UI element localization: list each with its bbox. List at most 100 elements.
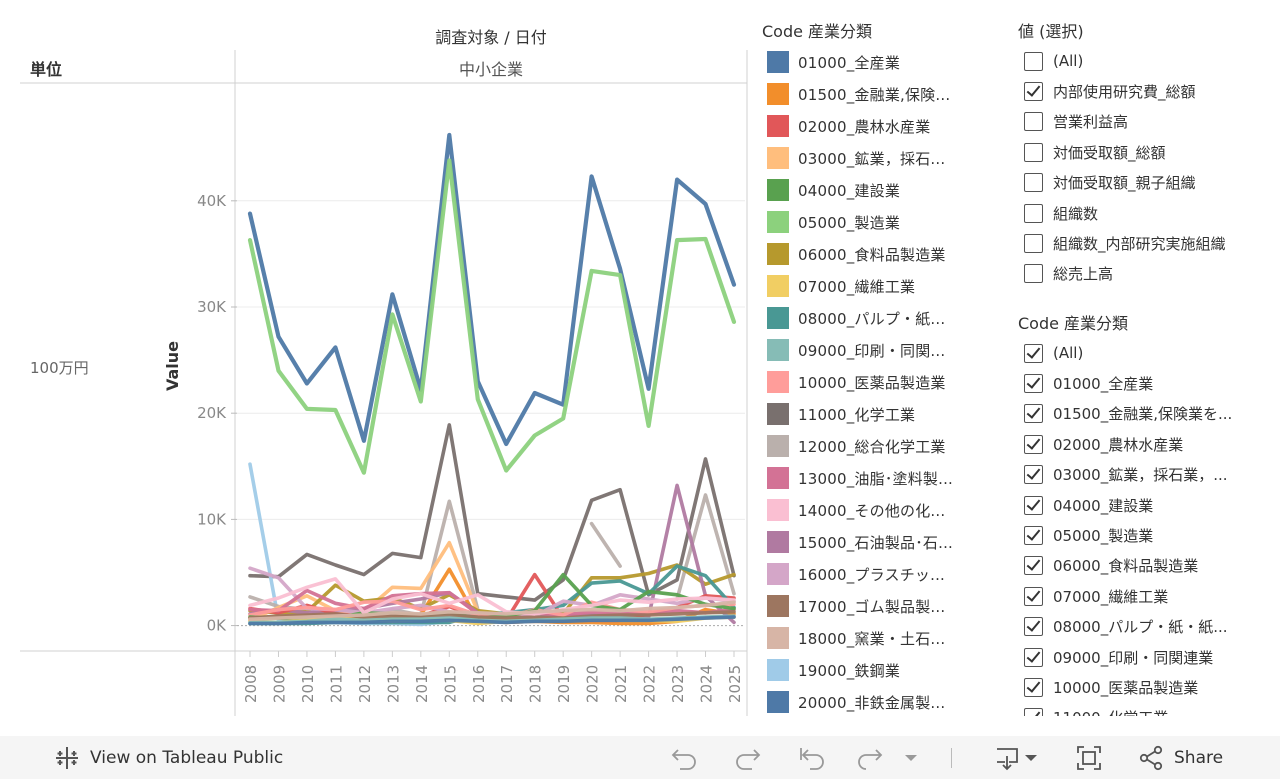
filter-option[interactable]: 11000_化学工業 [1018, 703, 1268, 716]
download-button[interactable] [994, 736, 1038, 779]
checkbox[interactable] [1024, 234, 1043, 254]
legend-item[interactable]: 08000_パルプ・紙... [762, 302, 1002, 334]
checkbox[interactable] [1024, 343, 1043, 363]
filter-option[interactable]: 営業利益高 [1018, 107, 1268, 137]
y-tick-label: 40K [197, 192, 227, 210]
checkbox[interactable] [1024, 142, 1043, 162]
filter-option[interactable]: 総売上高 [1018, 259, 1268, 289]
series-line[interactable] [675, 493, 736, 601]
legend-item[interactable]: 15000_石油製品･石... [762, 526, 1002, 558]
filter-option[interactable]: (All) [1018, 338, 1268, 368]
checkbox[interactable] [1024, 556, 1043, 576]
filter-option[interactable]: 08000_パルプ・紙・紙... [1018, 612, 1268, 642]
legend-label: 16000_プラスチッ... [798, 565, 946, 584]
filter-option[interactable]: 07000_繊維工業 [1018, 581, 1268, 611]
color-legend: Code 産業分類 01000_全産業 01500_金融業,保険... 02000_… [762, 18, 1002, 718]
legend-item[interactable]: 09000_印刷・同関... [762, 334, 1002, 366]
legend-item[interactable]: 20000_非鉄金属製... [762, 686, 1002, 718]
checkbox[interactable] [1024, 647, 1043, 667]
x-tick-label: 2009 [270, 665, 288, 703]
filter-option[interactable]: 10000_医薬品製造業 [1018, 672, 1268, 702]
checkbox[interactable] [1024, 708, 1043, 716]
checkbox[interactable] [1024, 465, 1043, 485]
series-line[interactable] [248, 423, 736, 602]
filter-option[interactable]: 対価受取額_親子組織 [1018, 168, 1268, 198]
series-line[interactable] [248, 600, 736, 621]
undo-button[interactable] [670, 736, 698, 779]
x-tick-label: 2016 [470, 665, 488, 703]
filter-option[interactable]: 02000_農林水産業 [1018, 429, 1268, 459]
legend-item[interactable]: 17000_ゴム製品製... [762, 590, 1002, 622]
series-line[interactable] [247, 132, 737, 447]
series-line[interactable] [248, 610, 736, 620]
code-filter: Code 産業分類 (All) 01000_全産業 01500_金融業,保険業を..… [1018, 310, 1268, 716]
filter-option-label: 02000_農林水産業 [1053, 435, 1184, 454]
legend-item[interactable]: 12000_総合化学工業 [762, 430, 1002, 462]
x-tick-label: 2021 [612, 665, 630, 703]
filter-option-label: 内部使用研究費_総額 [1053, 83, 1196, 102]
filter-option-label: 07000_繊維工業 [1053, 587, 1169, 606]
legend-item[interactable]: 04000_建設業 [762, 174, 1002, 206]
filter-option[interactable]: 04000_建設業 [1018, 490, 1268, 520]
series-line[interactable] [247, 158, 737, 475]
legend-item[interactable]: 06000_食料品製造業 [762, 238, 1002, 270]
checkbox[interactable] [1024, 374, 1043, 394]
filter-option[interactable]: 対価受取額_総額 [1018, 137, 1268, 167]
legend-item[interactable]: 16000_プラスチッ... [762, 558, 1002, 590]
redo-button[interactable] [734, 736, 762, 779]
filter-option[interactable]: 01500_金融業,保険業を... [1018, 399, 1268, 429]
filter-option-label: 03000_鉱業，採石業，... [1053, 466, 1228, 485]
filter-option[interactable]: 01000_全産業 [1018, 368, 1268, 398]
tableau-logo-icon [56, 746, 78, 769]
legend-item[interactable]: 10000_医薬品製造業 [762, 366, 1002, 398]
filter-option[interactable]: 内部使用研究費_総額 [1018, 76, 1268, 106]
checkbox[interactable] [1024, 677, 1043, 697]
filter-option[interactable]: 05000_製造業 [1018, 520, 1268, 550]
legend-item[interactable]: 14000_その他の化... [762, 494, 1002, 526]
series-line[interactable] [589, 521, 622, 568]
legend-item[interactable]: 01000_全産業 [762, 46, 1002, 78]
legend-item[interactable]: 13000_油脂･塗料製... [762, 462, 1002, 494]
x-tick-label: 2024 [698, 665, 716, 703]
filter-option[interactable]: 03000_鉱業，採石業，... [1018, 460, 1268, 490]
checkbox[interactable] [1024, 112, 1043, 132]
legend-item[interactable]: 02000_農林水産業 [762, 110, 1002, 142]
series-line[interactable] [248, 577, 736, 616]
legend-swatch [767, 691, 789, 713]
series-line[interactable] [248, 615, 736, 626]
checkbox[interactable] [1024, 495, 1043, 515]
filter-option[interactable]: 09000_印刷・同関連業 [1018, 642, 1268, 672]
checkbox[interactable] [1024, 404, 1043, 424]
x-tick-label: 2013 [384, 665, 402, 703]
filter-option-label: 05000_製造業 [1053, 527, 1154, 546]
legend-swatch [767, 83, 789, 105]
checkbox[interactable] [1024, 173, 1043, 193]
checkbox[interactable] [1024, 51, 1043, 71]
filter-option[interactable]: 06000_食料品製造業 [1018, 551, 1268, 581]
legend-item[interactable]: 01500_金融業,保険... [762, 78, 1002, 110]
checkbox[interactable] [1024, 586, 1043, 606]
legend-item[interactable]: 18000_窯業・土石... [762, 622, 1002, 654]
view-on-tableau-button[interactable]: View on Tableau Public [54, 736, 283, 779]
refresh-button[interactable] [856, 736, 884, 779]
legend-item[interactable]: 19000_鉄鋼業 [762, 654, 1002, 686]
share-button[interactable]: Share [1138, 736, 1223, 779]
legend-item[interactable]: 05000_製造業 [762, 206, 1002, 238]
legend-item[interactable]: 07000_繊維工業 [762, 270, 1002, 302]
checkbox[interactable] [1024, 526, 1043, 546]
checkbox[interactable] [1024, 203, 1043, 223]
filter-option[interactable]: 組織数_内部研究実施組織 [1018, 228, 1268, 258]
checkbox[interactable] [1024, 617, 1043, 637]
legend-item[interactable]: 03000_鉱業，採石... [762, 142, 1002, 174]
refresh-dropdown[interactable] [904, 736, 918, 779]
fullscreen-button[interactable] [1076, 736, 1102, 779]
checkbox[interactable] [1024, 264, 1043, 284]
x-tick-label: 2023 [669, 665, 687, 703]
legend-label: 07000_繊維工業 [798, 277, 916, 296]
filter-option[interactable]: (All) [1018, 46, 1268, 76]
revert-button[interactable] [798, 736, 826, 779]
checkbox[interactable] [1024, 434, 1043, 454]
filter-option[interactable]: 組織数 [1018, 198, 1268, 228]
legend-item[interactable]: 11000_化学工業 [762, 398, 1002, 430]
checkbox[interactable] [1024, 82, 1043, 102]
